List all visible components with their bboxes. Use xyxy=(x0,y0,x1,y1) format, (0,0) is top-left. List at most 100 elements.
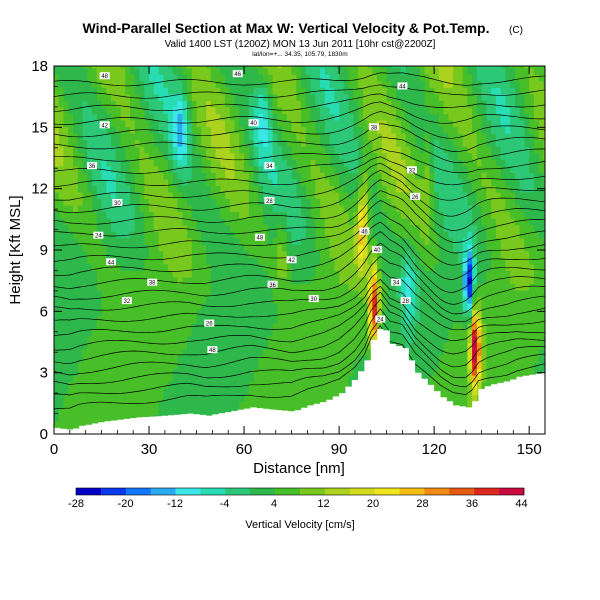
velocity-cell xyxy=(310,231,316,239)
velocity-cell xyxy=(82,283,88,291)
velocity-cell xyxy=(324,283,331,291)
velocity-cell xyxy=(54,401,60,409)
velocity-cell xyxy=(239,133,245,141)
velocity-cell xyxy=(106,165,112,173)
velocity-cell xyxy=(149,244,155,252)
velocity-cell xyxy=(305,270,312,278)
velocity-cell xyxy=(172,250,179,258)
velocity-cell xyxy=(291,205,297,213)
velocity-cell xyxy=(343,185,350,193)
velocity-cell xyxy=(63,231,69,239)
velocity-cell xyxy=(206,224,212,232)
velocity-cell xyxy=(239,87,245,95)
velocity-cell xyxy=(115,66,122,69)
velocity-cell xyxy=(149,407,155,415)
velocity-cell xyxy=(415,113,421,121)
velocity-cell xyxy=(191,113,198,121)
velocity-cell xyxy=(258,381,264,389)
velocity-cell xyxy=(111,165,117,173)
velocity-cell xyxy=(348,93,354,101)
velocity-cell xyxy=(405,224,411,232)
velocity-cell xyxy=(339,342,345,350)
velocity-cell xyxy=(134,296,141,304)
velocity-cell xyxy=(106,224,112,232)
velocity-cell xyxy=(120,120,126,128)
velocity-cell xyxy=(377,309,383,317)
velocity-cell xyxy=(296,74,302,82)
velocity-cell xyxy=(210,139,217,147)
velocity-cell xyxy=(182,100,188,108)
velocity-cell xyxy=(196,146,202,154)
velocity-cell xyxy=(144,250,150,258)
velocity-cell xyxy=(187,368,193,376)
velocity-cell xyxy=(429,74,435,82)
velocity-cell xyxy=(210,100,217,108)
velocity-cell xyxy=(134,205,141,213)
velocity-cell xyxy=(106,191,112,199)
velocity-cell xyxy=(277,165,283,173)
velocity-cell xyxy=(438,388,445,396)
velocity-cell xyxy=(267,67,274,75)
velocity-cell xyxy=(68,335,74,343)
velocity-cell xyxy=(191,106,198,114)
velocity-cell xyxy=(410,67,416,75)
velocity-cell xyxy=(229,100,236,108)
velocity-cell xyxy=(263,283,269,291)
velocity-cell xyxy=(63,74,69,82)
velocity-cell xyxy=(130,270,136,278)
velocity-cell xyxy=(115,263,122,271)
velocity-cell xyxy=(82,303,88,311)
velocity-cell xyxy=(372,165,378,173)
velocity-cell xyxy=(396,139,402,147)
velocity-cell xyxy=(253,66,259,69)
velocity-cell xyxy=(386,257,392,265)
velocity-cell xyxy=(282,290,288,298)
velocity-cell xyxy=(305,394,312,402)
velocity-cell xyxy=(201,120,207,128)
velocity-cell xyxy=(405,106,411,114)
velocity-cell xyxy=(348,120,354,128)
velocity-cell xyxy=(87,316,93,324)
velocity-cell xyxy=(125,218,131,226)
velocity-cell xyxy=(234,401,240,409)
velocity-cell xyxy=(229,283,236,291)
velocity-cell xyxy=(348,316,354,324)
velocity-cell xyxy=(68,342,74,350)
velocity-cell xyxy=(215,74,221,82)
velocity-cell xyxy=(282,198,288,206)
velocity-cell xyxy=(362,185,369,193)
velocity-cell xyxy=(206,342,212,350)
velocity-cell xyxy=(386,139,392,147)
velocity-cell xyxy=(282,362,288,370)
velocity-cell xyxy=(438,303,445,311)
velocity-cell xyxy=(372,218,378,226)
velocity-cell xyxy=(139,316,145,324)
velocity-cell xyxy=(220,100,226,108)
velocity-cell xyxy=(130,394,136,402)
velocity-cell xyxy=(168,270,174,278)
velocity-cell xyxy=(277,66,283,69)
velocity-cell xyxy=(149,237,155,245)
velocity-cell xyxy=(467,270,473,278)
velocity-cell xyxy=(149,342,155,350)
velocity-cell xyxy=(106,211,112,219)
velocity-cell xyxy=(391,93,397,101)
velocity-cell xyxy=(125,198,131,206)
velocity-cell xyxy=(448,322,454,330)
velocity-cell xyxy=(453,388,459,396)
velocity-cell xyxy=(239,316,245,324)
velocity-cell xyxy=(329,191,335,199)
velocity-cell xyxy=(187,257,193,265)
velocity-cell xyxy=(77,205,84,213)
velocity-cell xyxy=(101,237,107,245)
velocity-cell xyxy=(177,198,183,206)
velocity-cell xyxy=(144,93,150,101)
velocity-cell xyxy=(258,303,264,311)
velocity-cell xyxy=(220,87,226,95)
velocity-cell xyxy=(54,87,60,95)
velocity-cell xyxy=(453,106,459,114)
velocity-cell xyxy=(210,198,217,206)
velocity-cell xyxy=(424,309,430,317)
velocity-cell xyxy=(353,335,359,343)
velocity-cell xyxy=(149,100,155,108)
